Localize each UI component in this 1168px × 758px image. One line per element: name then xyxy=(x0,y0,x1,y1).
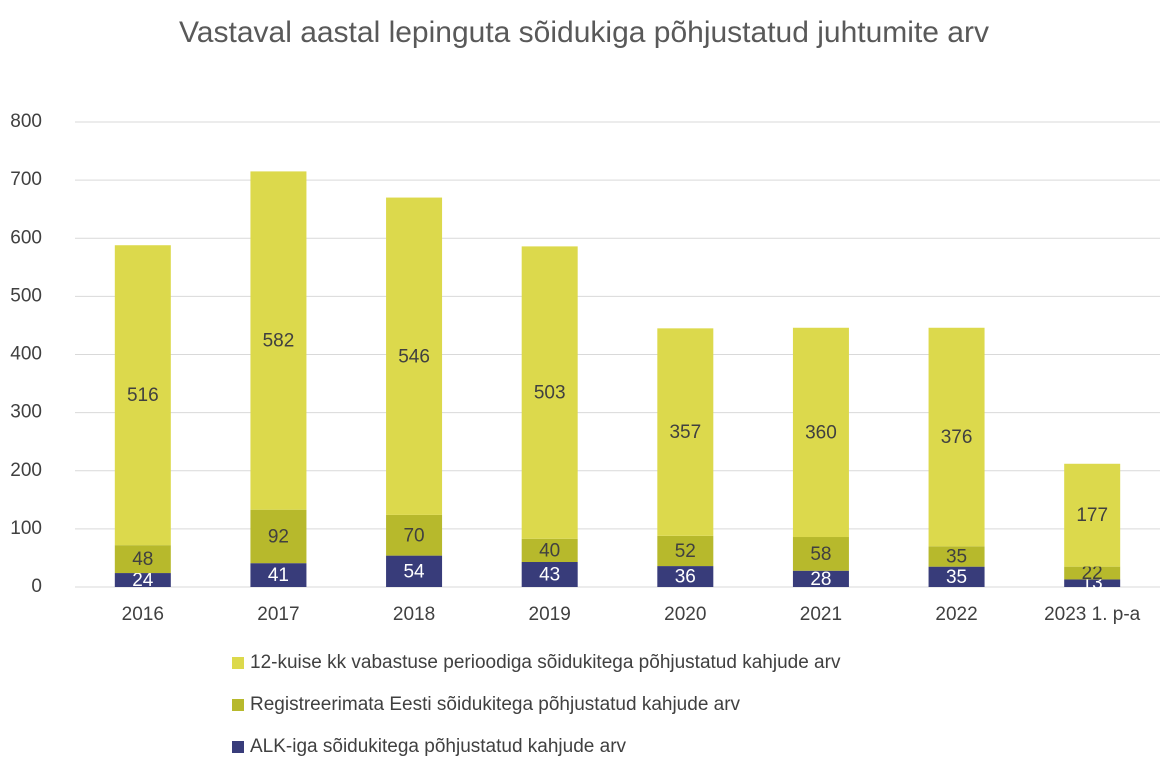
bar-segment xyxy=(657,566,714,587)
y-tick-label: 400 xyxy=(10,344,42,365)
bar-segment xyxy=(1064,579,1121,587)
legend-swatch xyxy=(232,699,244,711)
chart-title: Vastaval aastal lepinguta sõidukiga põhj… xyxy=(179,16,989,49)
data-label: 92 xyxy=(268,526,289,547)
y-tick-label: 700 xyxy=(10,169,42,190)
data-label: 546 xyxy=(398,346,430,367)
data-label: 22 xyxy=(1082,563,1103,584)
data-label: 360 xyxy=(805,422,837,443)
bar-segment xyxy=(250,563,307,587)
data-label: 582 xyxy=(263,331,295,352)
bar-segment xyxy=(521,246,578,539)
bar-segment xyxy=(1064,566,1121,580)
bar-segment xyxy=(657,535,714,567)
legend-swatch xyxy=(232,657,244,669)
x-tick-label: 2019 xyxy=(529,604,571,625)
y-tick-label: 200 xyxy=(10,460,42,481)
x-tick-label: 2022 xyxy=(935,604,977,625)
bar-segment xyxy=(386,514,443,556)
bar-segment xyxy=(386,197,443,515)
bar-segment xyxy=(792,570,849,587)
bar-segment xyxy=(521,562,578,587)
x-tick-label: 2021 xyxy=(800,604,842,625)
data-label: 503 xyxy=(534,383,566,404)
bar-segment xyxy=(792,537,849,571)
bar-segment xyxy=(250,509,307,564)
y-tick-label: 100 xyxy=(10,518,42,539)
data-label: 58 xyxy=(810,544,831,565)
data-label: 48 xyxy=(132,549,153,570)
data-label: 41 xyxy=(268,565,289,586)
bar-segment xyxy=(928,566,985,587)
data-label: 28 xyxy=(810,569,831,590)
x-tick-label: 2020 xyxy=(664,604,706,625)
data-label: 376 xyxy=(941,427,973,448)
x-tick-label: 2016 xyxy=(122,604,164,625)
bar-segment xyxy=(114,545,171,574)
legend-label: 12-kuise kk vabastuse perioodiga sõiduki… xyxy=(250,652,841,673)
data-label: 70 xyxy=(403,525,424,546)
data-label: 36 xyxy=(675,567,696,588)
data-label: 357 xyxy=(669,422,701,443)
bar-segment xyxy=(1064,463,1121,567)
y-tick-label: 500 xyxy=(10,285,42,306)
data-label: 177 xyxy=(1076,505,1108,526)
data-label: 35 xyxy=(946,547,967,568)
data-label: 40 xyxy=(539,540,560,561)
data-label: 52 xyxy=(675,541,696,562)
bar-segment xyxy=(657,328,714,536)
legend-swatch xyxy=(232,741,244,753)
legend-label: Registreerimata Eesti sõidukitega põhjus… xyxy=(250,694,741,715)
y-tick-label: 600 xyxy=(10,227,42,248)
data-label: 43 xyxy=(539,565,560,586)
bar-segment xyxy=(521,538,578,563)
data-label: 54 xyxy=(403,561,425,582)
y-tick-label: 0 xyxy=(31,576,42,597)
x-tick-label: 2018 xyxy=(393,604,435,625)
y-tick-label: 300 xyxy=(10,402,42,423)
bar-segment xyxy=(928,327,985,547)
data-label: 516 xyxy=(127,385,159,406)
x-tick-label: 2017 xyxy=(257,604,299,625)
bar-segment xyxy=(114,573,171,587)
x-tick-label: 2023 1. p-a xyxy=(1044,604,1141,625)
legend-label: ALK-iga sõidukitega põhjustatud kahjude … xyxy=(250,736,627,757)
bar-segment xyxy=(928,546,985,567)
y-tick-label: 800 xyxy=(10,111,42,132)
data-label: 24 xyxy=(132,570,154,591)
data-label: 35 xyxy=(946,567,967,588)
bar-segment xyxy=(250,171,307,510)
bar-segment xyxy=(114,245,171,546)
bar-segment xyxy=(792,327,849,538)
legend: 12-kuise kk vabastuse perioodiga sõiduki… xyxy=(232,652,841,757)
bar-segment xyxy=(386,555,443,587)
